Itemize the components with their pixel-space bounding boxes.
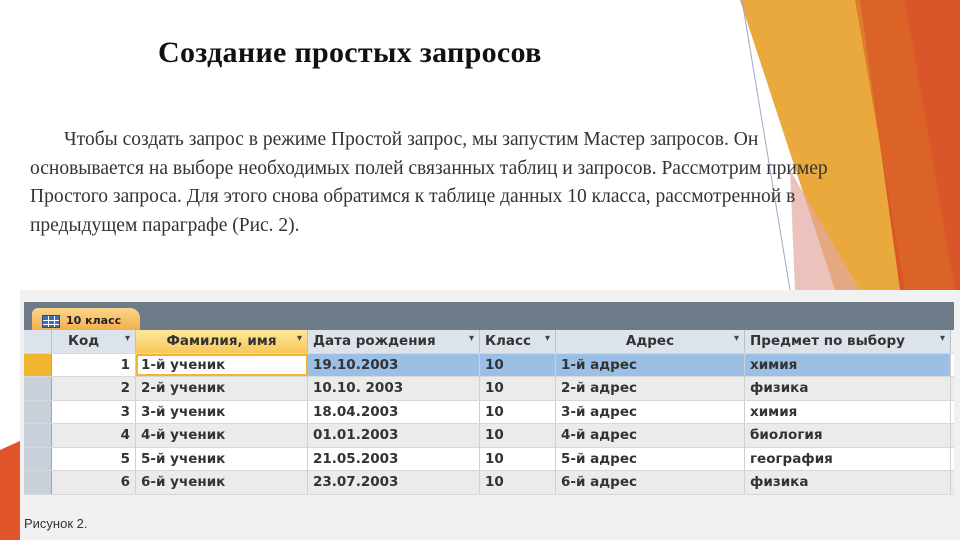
table-cell[interactable]: 10.10. 2003	[308, 377, 480, 400]
table-cell[interactable]: 1-й адрес	[556, 353, 745, 376]
table-cell[interactable]: 1-й ученик	[136, 353, 308, 376]
dropdown-arrow-icon[interactable]: ▾	[296, 333, 302, 344]
column-header-familiya[interactable]: Фамилия, имя ▾	[136, 330, 308, 353]
row-selector[interactable]	[24, 424, 52, 447]
table-cell[interactable]: 21.05.2003	[308, 447, 480, 470]
column-label: Адрес	[625, 333, 675, 349]
table-cell[interactable]: 10	[480, 471, 556, 494]
table-row[interactable]: 3 3-й ученик 18.04.2003 10 3-й адрес химия	[24, 400, 954, 424]
table-icon	[42, 315, 60, 328]
table-cell[interactable]: 4	[52, 424, 136, 447]
dropdown-arrow-icon[interactable]: ▾	[939, 333, 945, 344]
table-cell[interactable]: 18.04.2003	[308, 400, 480, 423]
datasheet-grid: Код ▾ Фамилия, имя ▾ Дата рождения ▾ Класс ▾…	[24, 330, 954, 495]
table-row[interactable]: 2 2-й ученик 10.10. 2003 10 2-й адрес физика	[24, 377, 954, 401]
table-cell[interactable]: 3	[52, 400, 136, 423]
table-cell[interactable]: 6-й ученик	[136, 471, 308, 494]
table-cell[interactable]: 3-й адрес	[556, 400, 745, 423]
table-cell[interactable]: 19.10.2003	[308, 353, 480, 376]
table-cell[interactable]: 6-й адрес	[556, 471, 745, 494]
table-cell[interactable]: биология	[745, 424, 951, 447]
table-cell[interactable]: 10	[480, 353, 556, 376]
dropdown-arrow-icon[interactable]: ▾	[733, 333, 739, 344]
table-cell[interactable]: физика	[745, 377, 951, 400]
table-cell[interactable]: 10	[480, 424, 556, 447]
column-header-adres[interactable]: Адрес ▾	[556, 330, 745, 353]
table-cell[interactable]: 5-й адрес	[556, 447, 745, 470]
table-cell[interactable]: 2	[52, 377, 136, 400]
select-all-corner[interactable]	[24, 330, 52, 353]
table-cell[interactable]: 01.01.2003	[308, 424, 480, 447]
table-cell[interactable]: 6	[52, 471, 136, 494]
table-cell[interactable]: география	[745, 447, 951, 470]
column-label: Класс	[485, 333, 532, 349]
access-table-screenshot: 10 класс Код ▾ Фамилия, имя ▾ Дата рождени…	[20, 290, 960, 540]
table-cell[interactable]: физика	[745, 471, 951, 494]
dropdown-arrow-icon[interactable]: ▾	[124, 333, 130, 344]
slide-title: Создание простых запросов	[158, 36, 542, 69]
table-row[interactable]: 4 4-й ученик 01.01.2003 10 4-й адрес биология	[24, 424, 954, 448]
column-label: Предмет по выбору	[750, 333, 905, 349]
figure-caption: Рисунок 2.	[24, 516, 88, 531]
table-cell[interactable]: 10	[480, 400, 556, 423]
column-header-kod[interactable]: Код ▾	[52, 330, 136, 353]
table-cell[interactable]: 5	[52, 447, 136, 470]
dropdown-arrow-icon[interactable]: ▾	[468, 333, 474, 344]
row-selector[interactable]	[24, 377, 52, 400]
table-cell[interactable]: 2-й адрес	[556, 377, 745, 400]
column-label: Фамилия, имя	[166, 333, 277, 349]
column-label: Код	[68, 333, 100, 349]
column-label: Дата рождения	[313, 333, 436, 349]
table-cell[interactable]: 3-й ученик	[136, 400, 308, 423]
table-cell[interactable]: 1	[52, 353, 136, 376]
row-selector[interactable]	[24, 400, 52, 423]
column-header-predmet[interactable]: Предмет по выбору ▾	[745, 330, 951, 353]
slide-paragraph: Чтобы создать запрос в режиме Простой за…	[30, 129, 828, 236]
table-cell[interactable]: 2-й ученик	[136, 377, 308, 400]
table-cell[interactable]: 4-й адрес	[556, 424, 745, 447]
column-header-klass[interactable]: Класс ▾	[480, 330, 556, 353]
row-selector[interactable]	[24, 353, 52, 376]
table-cell[interactable]: 23.07.2003	[308, 471, 480, 494]
table-cell[interactable]: 4-й ученик	[136, 424, 308, 447]
table-row[interactable]: 1 1-й ученик 19.10.2003 10 1-й адрес химия	[24, 353, 954, 377]
table-cell[interactable]: химия	[745, 353, 951, 376]
table-cell[interactable]: 5-й ученик	[136, 447, 308, 470]
table-cell[interactable]: 10	[480, 447, 556, 470]
tab-label: 10 класс	[66, 314, 122, 327]
row-selector[interactable]	[24, 447, 52, 470]
tab-bar: 10 класс	[24, 302, 954, 336]
table-row[interactable]: 5 5-й ученик 21.05.2003 10 5-й адрес географи…	[24, 447, 954, 471]
row-selector[interactable]	[24, 471, 52, 494]
table-cell[interactable]: химия	[745, 400, 951, 423]
header-row: Код ▾ Фамилия, имя ▾ Дата рождения ▾ Класс ▾…	[24, 330, 954, 354]
table-cell[interactable]: 10	[480, 377, 556, 400]
dropdown-arrow-icon[interactable]: ▾	[544, 333, 550, 344]
table-row[interactable]: 6 6-й ученик 23.07.2003 10 6-й адрес физика	[24, 471, 954, 495]
column-header-data[interactable]: Дата рождения ▾	[308, 330, 480, 353]
